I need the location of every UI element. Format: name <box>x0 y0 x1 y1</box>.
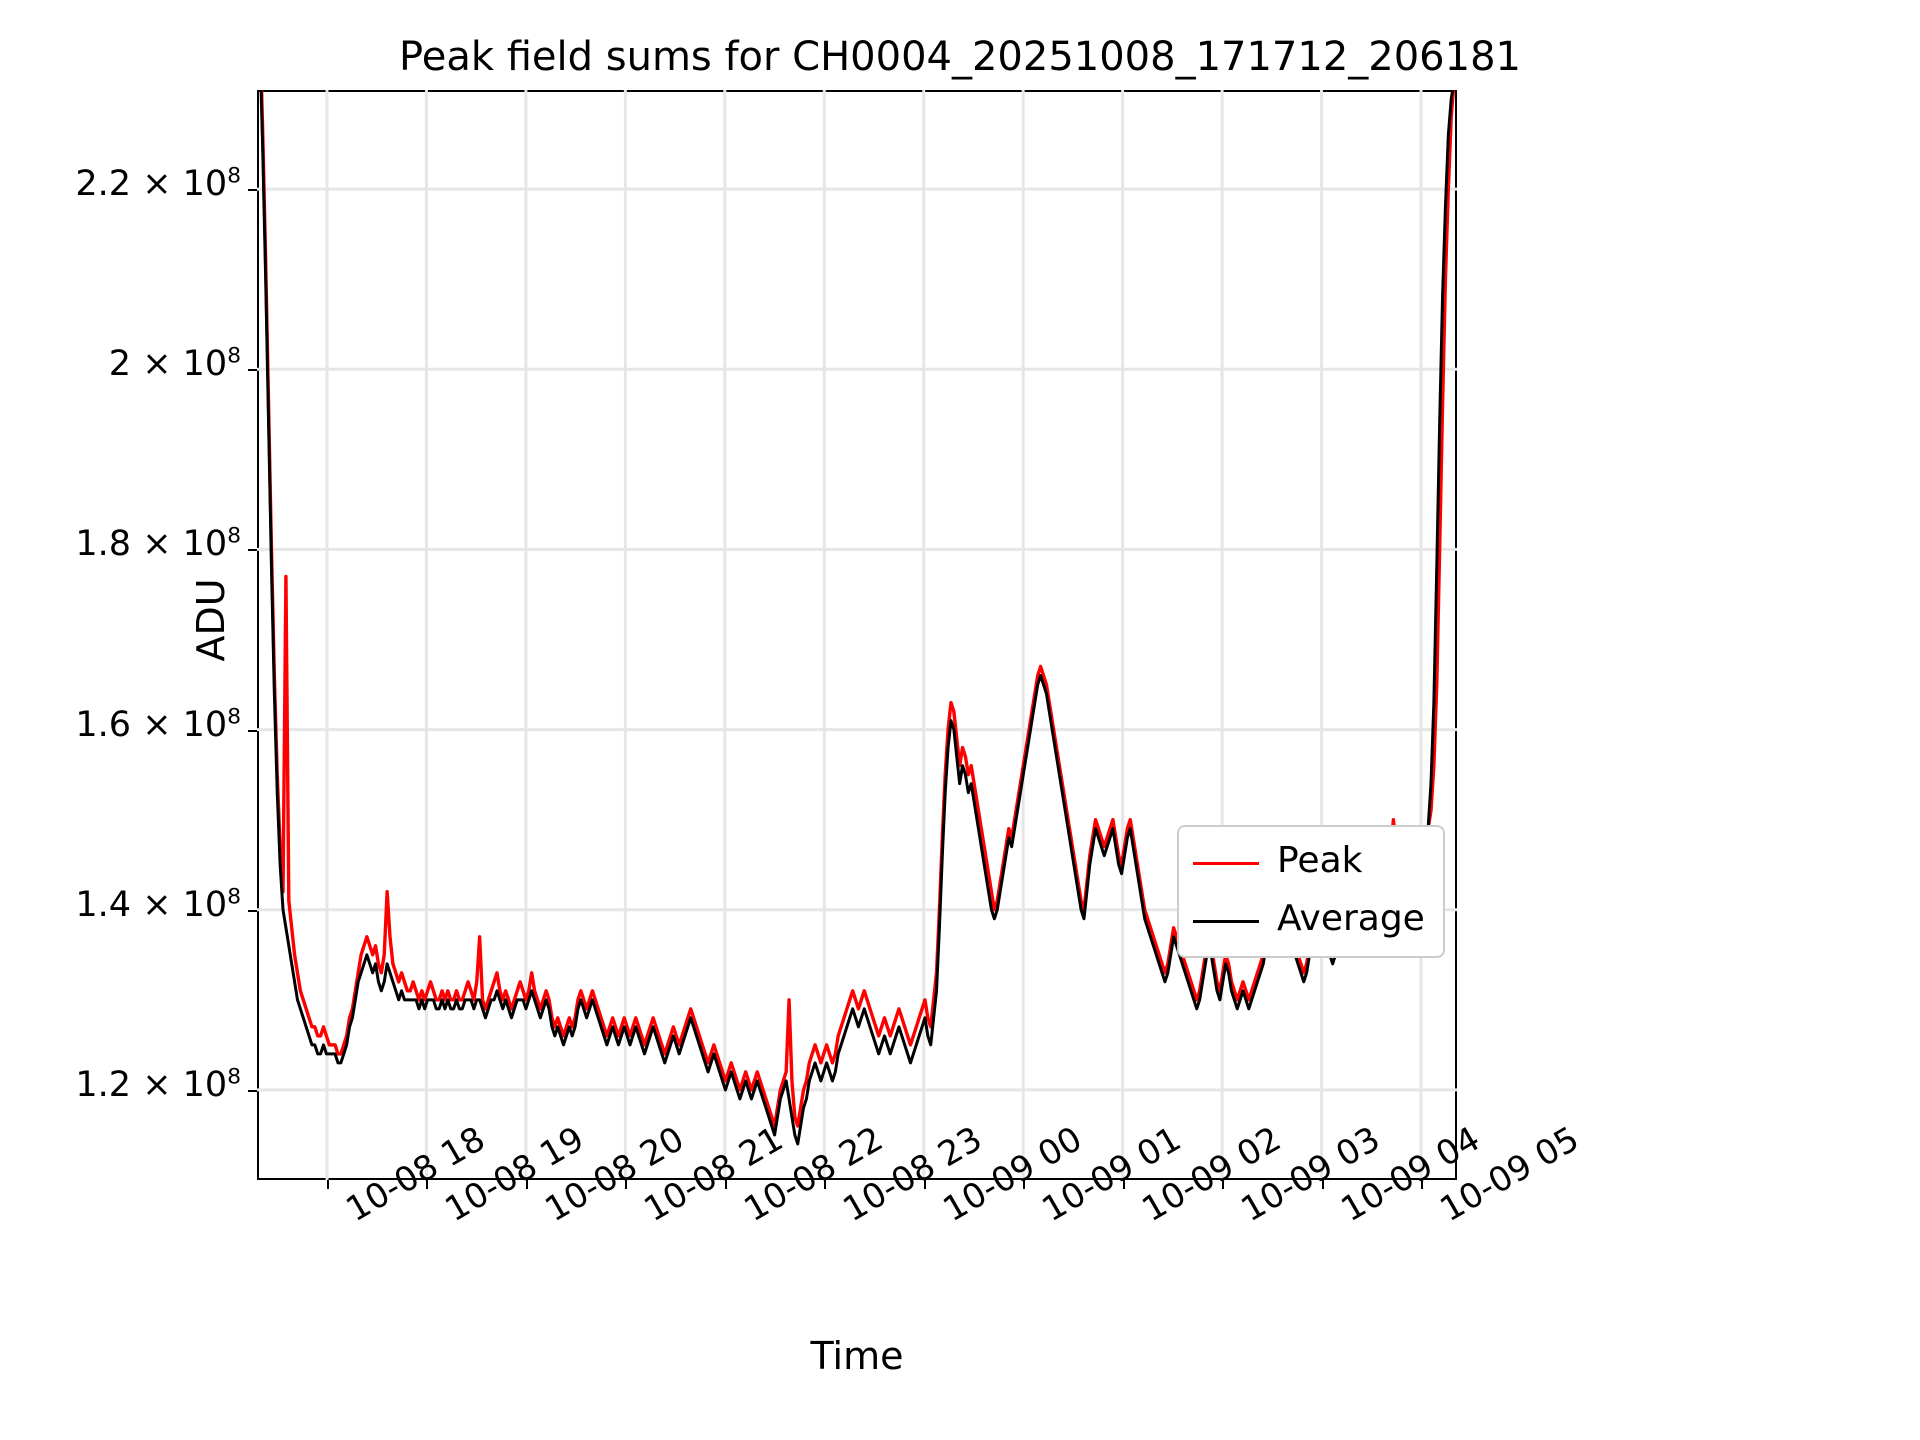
x-tick-mark <box>1122 1180 1125 1189</box>
x-tick-mark <box>426 1180 429 1189</box>
y-tick-label: 1.4 × 108 <box>75 884 241 925</box>
y-tick-mark <box>248 189 257 192</box>
data-series-layer <box>259 90 1456 1146</box>
x-tick-mark <box>1222 1180 1225 1189</box>
x-tick-mark <box>525 1180 528 1189</box>
x-tick-mark <box>1023 1180 1026 1189</box>
y-tick-label: 1.6 × 108 <box>75 703 241 745</box>
page-title: Peak field sums for CH0004_20251008_1717… <box>399 34 1521 80</box>
series-line-average <box>259 90 1455 1146</box>
x-tick-mark <box>824 1180 827 1189</box>
legend-swatch-average <box>1193 920 1259 923</box>
x-axis-label: Time <box>810 1334 904 1378</box>
y-axis-label: ADU <box>189 578 233 662</box>
plot-area: 1.2 × 108 1.4 × 108 1.6 × 108 1.8 × 108 2 × … <box>75 90 1586 1378</box>
y-tick-mark <box>248 729 257 732</box>
y-tick-mark <box>248 1089 257 1092</box>
legend: Peak Average <box>1177 825 1445 958</box>
x-tick-mark <box>1421 1180 1423 1189</box>
series-line-peak <box>259 90 1456 1128</box>
x-tick-mark <box>625 1180 628 1189</box>
y-tick-mark <box>248 549 257 552</box>
y-tick-mark <box>248 909 257 912</box>
y-tick-mark <box>248 369 257 372</box>
y-tick-label: 1.8 × 108 <box>75 523 241 565</box>
legend-label: Average <box>1277 898 1425 939</box>
legend-swatch-peak <box>1193 862 1259 865</box>
legend-label: Peak <box>1277 840 1363 881</box>
x-tick-mark <box>1321 1180 1324 1189</box>
y-tick-label: 1.2 × 108 <box>75 1064 241 1105</box>
x-tick-mark <box>923 1180 926 1189</box>
x-tick-mark <box>724 1180 727 1189</box>
y-tick-label: 2.2 × 108 <box>75 163 241 205</box>
x-tick-mark <box>327 1180 329 1189</box>
legend-entry-peak[interactable]: Peak <box>1179 835 1443 891</box>
y-tick-label: 2 × 108 <box>108 343 241 385</box>
plot-frame <box>257 90 1457 1180</box>
grid-lines <box>257 90 1457 1180</box>
legend-entry-average[interactable]: Average <box>1179 893 1443 949</box>
